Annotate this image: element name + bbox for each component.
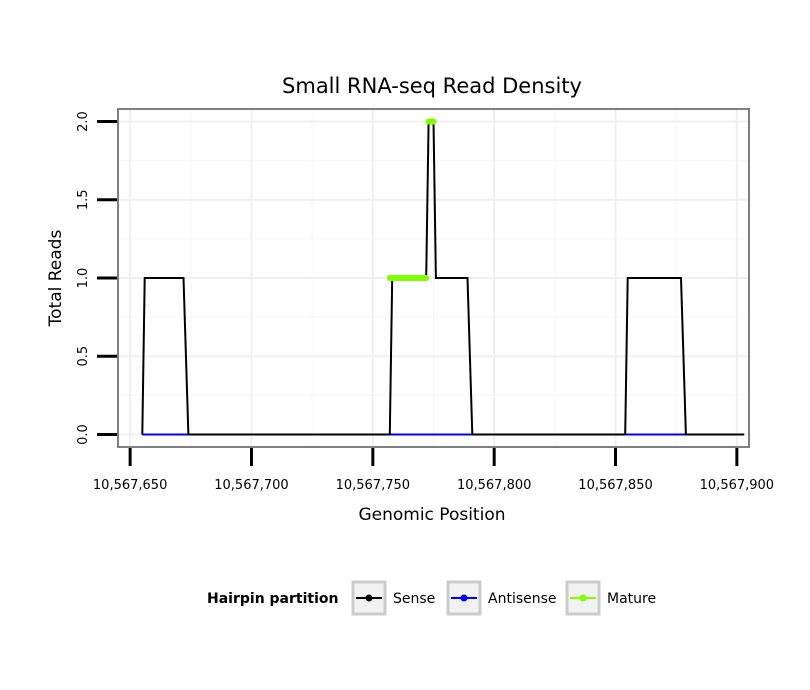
chart-title: Small RNA-seq Read Density [282, 74, 582, 98]
legend-item-antisense: Antisense [446, 580, 557, 616]
y-tick-label: 1.0 [76, 268, 91, 289]
plot-panel-border [117, 108, 750, 448]
x-tick-label: 10,567,800 [457, 478, 531, 493]
x-tick-label: 10,567,700 [214, 478, 288, 493]
legend-point-sense [365, 594, 373, 602]
legend-label-sense: Sense [393, 591, 435, 607]
y-tick-label: 1.5 [76, 189, 91, 210]
y-tick-label: 0.0 [76, 424, 91, 445]
x-tick-label: 10,567,900 [700, 478, 774, 493]
y-tick-label: 2.0 [76, 111, 91, 132]
x-tick-label: 10,567,850 [578, 478, 652, 493]
y-axis: 0.0 0.5 1.0 1.5 2.0 [76, 111, 117, 445]
x-tick-label: 10,567,650 [93, 478, 167, 493]
y-tick-label: 0.5 [76, 346, 91, 367]
legend: Hairpin partition Sense Antisense Mature [207, 580, 656, 616]
legend-point-antisense [460, 594, 468, 602]
x-axis: 10,567,650 10,567,700 10,567,750 10,567,800… [93, 448, 774, 493]
legend-item-sense: Sense [351, 580, 435, 616]
y-axis-title: Total Reads [46, 230, 66, 328]
legend-label-mature: Mature [607, 591, 656, 607]
x-axis-title: Genomic Position [358, 505, 505, 525]
legend-label-antisense: Antisense [488, 591, 557, 607]
legend-title: Hairpin partition [207, 591, 338, 607]
x-tick-label: 10,567,750 [336, 478, 410, 493]
data-series [141, 118, 745, 436]
legend-point-mature [579, 594, 587, 602]
legend-item-mature: Mature [565, 580, 656, 616]
